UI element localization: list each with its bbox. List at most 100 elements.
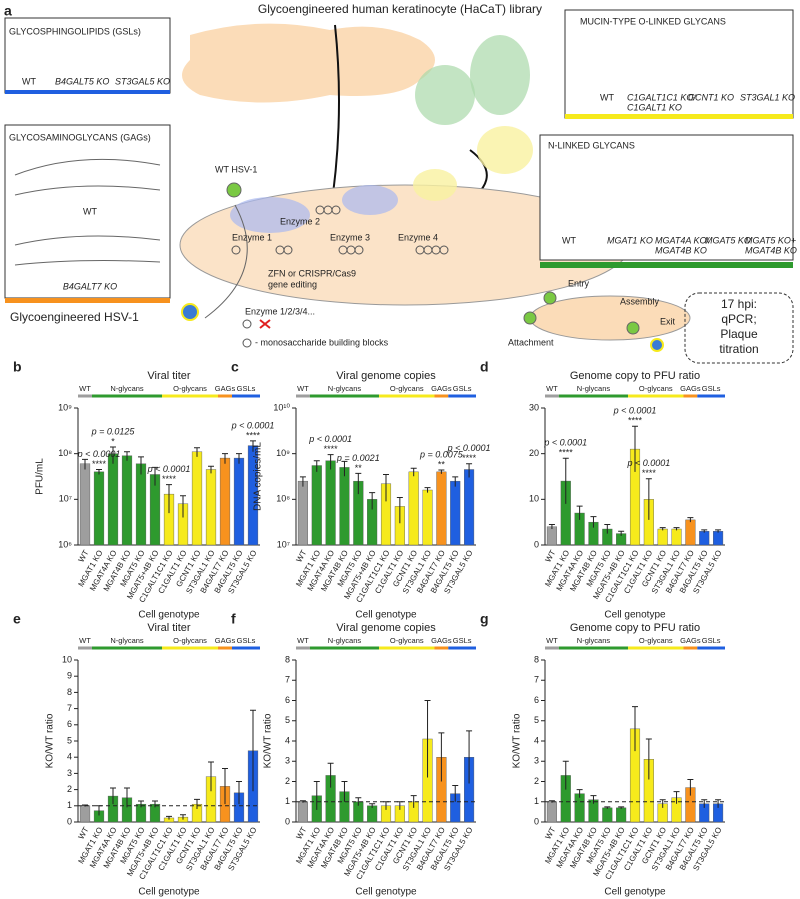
readout: qPCR; <box>721 312 756 326</box>
bar <box>121 455 133 546</box>
error-bar <box>369 492 376 510</box>
y-tick-label: 8 <box>285 654 290 664</box>
error-bar <box>166 484 172 514</box>
box-label: MGAT5 KO <box>705 235 751 245</box>
box-label: ST3GAL5 KO <box>115 76 170 86</box>
error-bar <box>715 799 722 808</box>
chart-title: Viral genome copies <box>336 370 436 382</box>
y-tick-label: 1 <box>534 796 539 806</box>
gag-box <box>4 124 171 299</box>
significance: **** <box>462 453 477 463</box>
p-value: p < 0.0001 <box>77 449 121 459</box>
y-tick-label: 4 <box>534 735 539 745</box>
bar <box>546 801 557 823</box>
bar <box>713 531 724 546</box>
box-label: C1GALT1C1 KO/ <box>627 92 697 102</box>
error-bar <box>327 454 334 470</box>
group-label: WT <box>297 636 309 645</box>
panel-letter: b <box>13 359 22 375</box>
y-tick-label: 2 <box>534 776 539 786</box>
y-tick-label: 0 <box>534 816 539 826</box>
virus <box>226 182 242 198</box>
error-bar <box>313 460 320 472</box>
group-label: GSLs <box>702 384 721 393</box>
group-label: O-glycans <box>390 384 424 393</box>
significance: ** <box>438 459 446 469</box>
cycle-label: Exit <box>660 316 676 326</box>
bar <box>135 463 147 546</box>
p-value: p < 0.0001 <box>626 458 670 468</box>
cross <box>259 319 271 329</box>
editing: ZFN or CRISPR/Cas9 <box>268 268 356 278</box>
error-bar <box>369 803 376 808</box>
library-title: Glycoengineered human keratinocyte (HaCa… <box>258 2 542 16</box>
group-label: WT <box>79 384 91 393</box>
error-bar <box>313 781 320 810</box>
group-label: N-glycans <box>328 636 362 645</box>
glycan-halo <box>230 197 310 233</box>
box-label: B4GALT5 KO <box>55 76 109 86</box>
readout: titration <box>719 342 758 356</box>
y-tick-label: 0 <box>67 816 72 826</box>
significance: **** <box>628 416 643 426</box>
box-title: MUCIN-TYPE O-LINKED GLYCANS <box>580 16 726 26</box>
error-bar <box>410 467 417 477</box>
y-tick-label: 2 <box>67 784 72 794</box>
bar <box>79 463 91 546</box>
y-tick-label: 10⁷ <box>59 494 72 504</box>
box-label: MGAT4B KO <box>745 245 797 255</box>
x-axis-label: Cell genotype <box>604 887 666 898</box>
box-title: GLYCOSPHINGOLIPIDS (GSLs) <box>9 26 141 36</box>
error-bar <box>548 523 555 530</box>
y-tick-label: 7 <box>285 675 290 685</box>
y-tick-label: 5 <box>67 735 72 745</box>
error-bar <box>250 440 256 452</box>
error-bar <box>438 732 445 782</box>
y-tick-label: 5 <box>534 715 539 725</box>
box-label: B4GALT7 KO <box>63 281 117 291</box>
chart-title: Viral titer <box>147 622 191 634</box>
mucin-box <box>564 9 794 119</box>
chart-title: Genome copy to PFU ratio <box>570 622 700 634</box>
error-bar <box>645 478 652 520</box>
y-axis-label: PFU/mL <box>35 458 46 495</box>
error-bar <box>299 800 306 803</box>
error-bar <box>618 806 625 809</box>
y-tick-label: 10⁹ <box>276 448 290 458</box>
group-label: GAGs <box>680 384 701 393</box>
group-label: GAGs <box>680 636 701 645</box>
group-label: O-glycans <box>639 636 673 645</box>
y-tick-label: 10 <box>62 654 72 664</box>
y-tick-label: 10⁸ <box>58 448 72 458</box>
monosaccharide <box>242 338 252 348</box>
error-bar <box>562 760 569 790</box>
error-bar <box>673 791 680 804</box>
group-label: N-glycans <box>577 636 611 645</box>
error-bar <box>576 505 583 520</box>
box-label: WT <box>562 235 576 245</box>
error-bar <box>383 473 389 502</box>
y-tick-label: 7 <box>67 703 72 713</box>
glycan-halo <box>470 35 530 115</box>
error-bar <box>687 517 694 523</box>
bar <box>685 519 696 546</box>
box-label: ST3GAL1 KO <box>740 92 795 102</box>
bar <box>699 531 710 546</box>
box-label: WT <box>600 92 614 102</box>
error-bar <box>110 787 116 805</box>
significance: **** <box>162 474 177 484</box>
error-bar <box>138 800 144 808</box>
bar <box>574 793 585 823</box>
error-bar <box>236 781 242 805</box>
bar <box>546 526 557 546</box>
enzyme-ko: Enzyme 1/2/3/4... <box>245 306 315 316</box>
error-bar <box>618 530 625 536</box>
y-tick-label: 0 <box>285 816 290 826</box>
group-label: WT <box>546 636 558 645</box>
readout: Plaque <box>720 327 758 341</box>
error-bar <box>590 795 597 804</box>
y-axis-label: KO/WT ratio <box>263 713 274 768</box>
group-label: N-glycans <box>110 384 144 393</box>
group-label: WT <box>79 636 91 645</box>
